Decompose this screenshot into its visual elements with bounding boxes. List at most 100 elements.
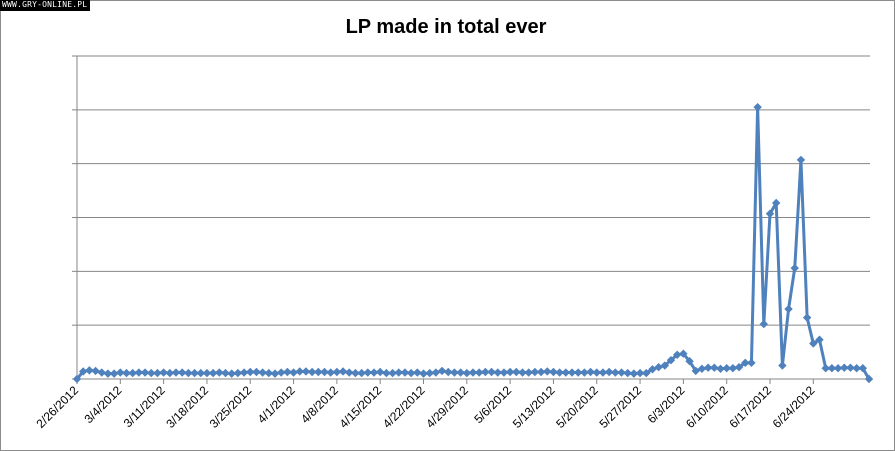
data-point <box>753 102 762 112</box>
data-point <box>685 357 694 366</box>
data-point <box>140 368 150 377</box>
data-point <box>592 368 601 377</box>
x-tick-label: 4/15/2012 <box>337 383 385 431</box>
data-point <box>326 368 335 377</box>
x-tick-label: 3/11/2012 <box>121 383 168 430</box>
data-point <box>468 368 478 377</box>
data-point <box>660 361 670 370</box>
data-point <box>314 367 323 377</box>
data-point <box>765 209 775 218</box>
data-point <box>413 368 422 377</box>
data-point <box>91 366 100 376</box>
data-point <box>481 367 490 377</box>
data-point <box>567 368 577 377</box>
x-tick-label: 4/8/2012 <box>298 383 341 426</box>
x-tick-label: 2/26/2012 <box>33 383 81 431</box>
series-line <box>75 105 871 380</box>
data-point <box>425 368 434 378</box>
data-point <box>722 364 731 373</box>
data-point <box>227 369 236 378</box>
data-point <box>654 362 663 372</box>
data-point <box>419 369 428 378</box>
data-point <box>518 368 527 377</box>
data-point <box>802 313 812 322</box>
data-point <box>252 367 261 377</box>
data-point <box>437 366 447 376</box>
data-point <box>493 368 502 377</box>
data-point <box>332 367 342 377</box>
data-point <box>759 319 769 329</box>
data-point <box>338 367 348 376</box>
data-point <box>586 367 595 377</box>
data-point <box>208 368 218 378</box>
data-point <box>78 367 88 376</box>
data-point <box>357 368 366 378</box>
x-tick-label: 5/20/2012 <box>553 383 601 431</box>
data-point <box>97 368 106 377</box>
data-point <box>258 368 267 377</box>
data-point <box>623 368 632 378</box>
data-point <box>741 358 750 368</box>
data-point <box>202 368 212 378</box>
data-point <box>555 368 564 377</box>
data-point <box>666 355 676 365</box>
data-point <box>679 349 688 358</box>
data-point <box>710 363 719 372</box>
data-point <box>109 369 119 378</box>
data-point <box>134 368 144 377</box>
x-axis-ticks <box>76 379 814 384</box>
data-point <box>635 368 645 378</box>
data-point <box>116 368 125 377</box>
data-point <box>561 368 571 377</box>
data-point <box>369 368 379 377</box>
data-point <box>474 368 484 377</box>
data-point <box>450 368 459 377</box>
data-point <box>103 369 113 378</box>
data-point <box>858 364 868 373</box>
data-point <box>852 364 861 373</box>
x-tick-label: 3/4/2012 <box>81 383 124 426</box>
data-point <box>264 368 274 378</box>
data-point <box>85 366 94 375</box>
data-point <box>301 367 311 376</box>
data-point <box>276 368 286 377</box>
data-point <box>604 367 614 377</box>
data-point <box>827 364 837 373</box>
data-point <box>239 368 249 377</box>
data-point <box>345 368 354 377</box>
data-point <box>642 368 651 378</box>
data-point <box>147 368 156 378</box>
data-point <box>295 367 304 376</box>
y-axis-ticks <box>72 55 77 380</box>
data-point <box>196 368 205 378</box>
data-point <box>629 369 639 378</box>
data-point <box>536 367 546 377</box>
data-point <box>431 368 441 377</box>
data-point <box>672 350 682 359</box>
data-point <box>122 368 131 378</box>
data-point <box>375 367 385 377</box>
data-point <box>184 368 193 378</box>
data-point <box>815 335 824 344</box>
data-point <box>796 155 806 165</box>
data-point <box>784 304 793 314</box>
data-point <box>580 368 589 377</box>
data-point <box>617 368 626 377</box>
data-point <box>388 368 397 378</box>
x-tick-label: 6/24/2012 <box>770 383 818 431</box>
data-point <box>246 367 255 377</box>
data-point <box>177 368 187 377</box>
data-point <box>716 364 725 373</box>
data-point <box>153 368 162 378</box>
x-tick-label: 3/18/2012 <box>163 383 211 431</box>
data-point <box>747 358 756 368</box>
data-point <box>165 368 175 378</box>
chart-title: LP made in total ever <box>346 16 547 38</box>
data-point <box>846 363 855 372</box>
data-point <box>363 368 373 377</box>
data-point <box>790 263 799 273</box>
series-markers <box>72 102 874 384</box>
data-point <box>307 367 317 377</box>
data-point <box>821 364 830 373</box>
